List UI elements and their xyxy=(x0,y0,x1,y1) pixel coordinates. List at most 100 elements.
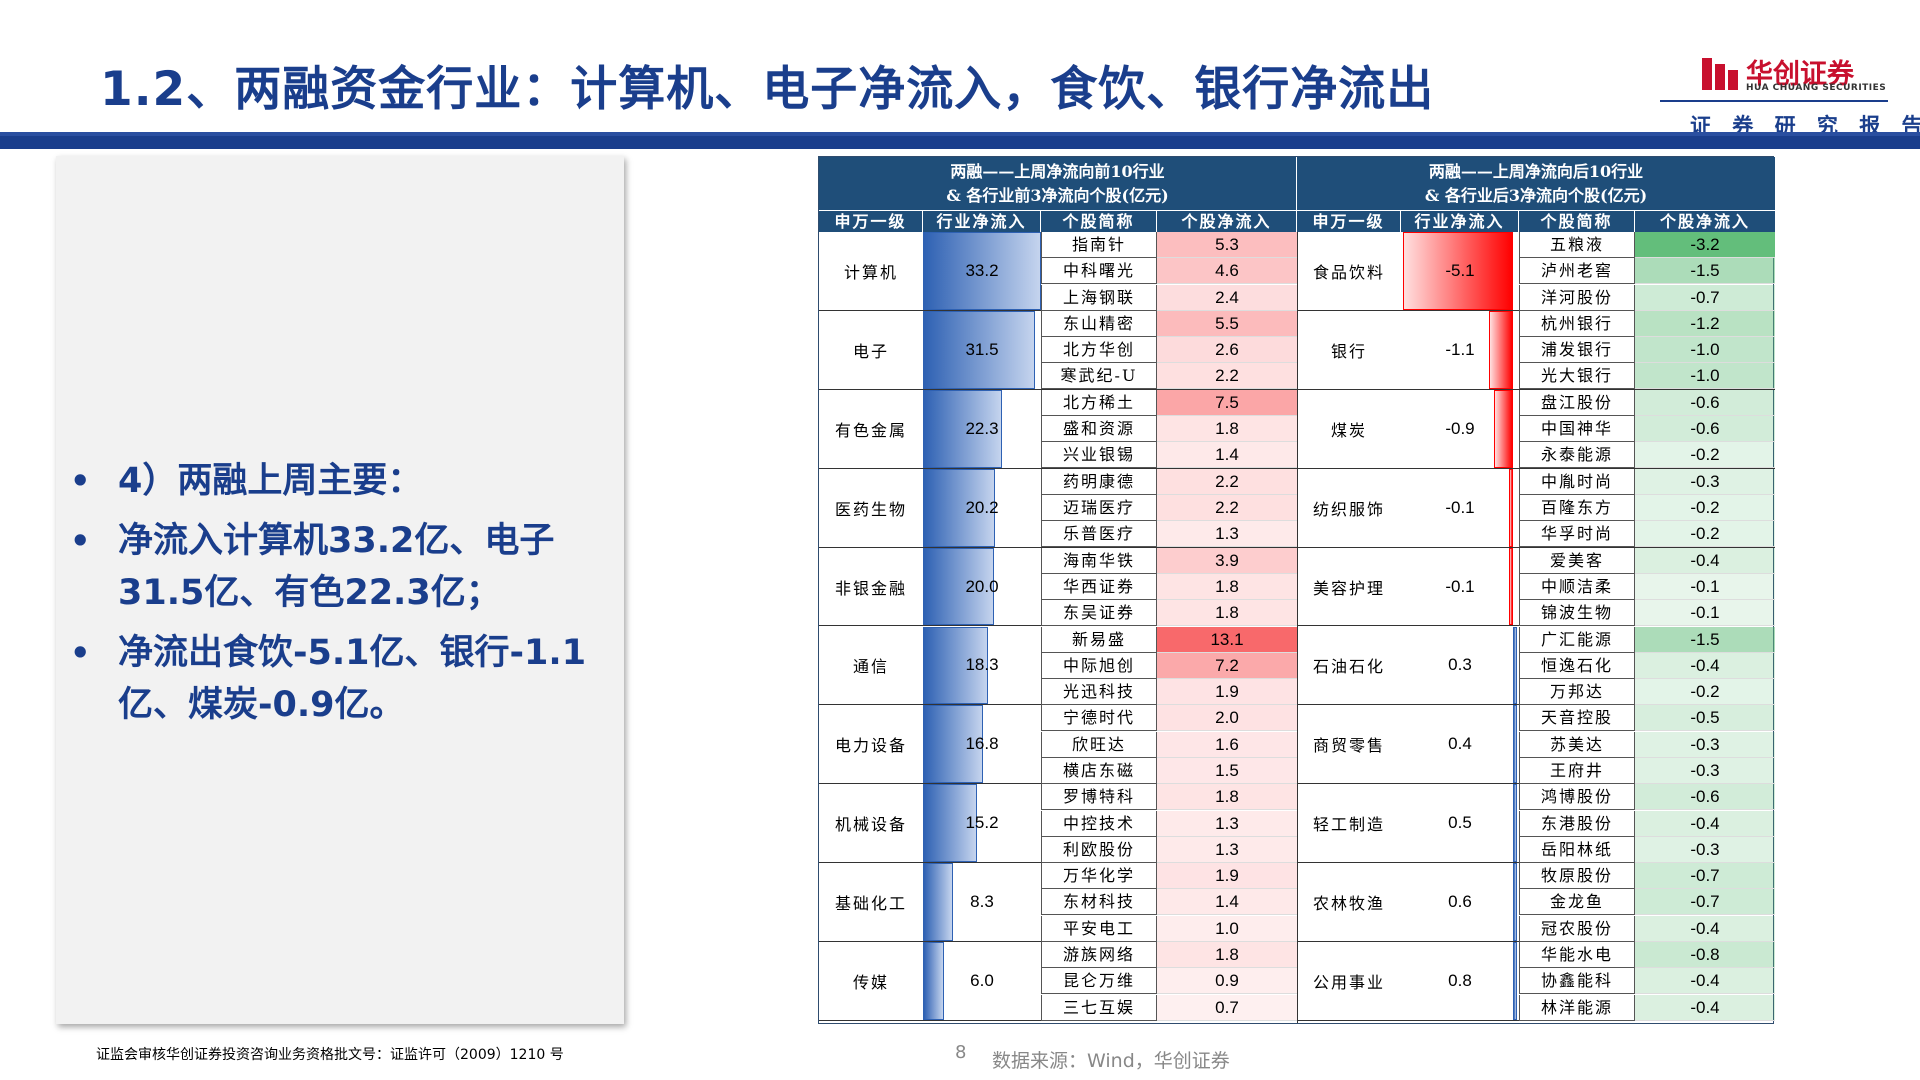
stock-name: 罗博特科 xyxy=(1041,784,1157,811)
industry-net-inflow: 15.2 xyxy=(923,784,1041,863)
stock-name: 永泰能源 xyxy=(1519,442,1635,469)
right-industry-group: 纺织服饰 -0.1 中胤时尚 -0.3 百隆东方 -0.2 华孚时尚 -0.2 xyxy=(1297,468,1775,548)
industry-net-inflow: 6.0 xyxy=(923,942,1041,1020)
stock-net-inflow: 1.5 xyxy=(1157,757,1297,784)
header-band xyxy=(0,136,1920,149)
stock-net-inflow: 1.4 xyxy=(1157,442,1297,469)
stock-row: 光迅科技 1.9 xyxy=(1041,679,1297,706)
right-title-line1: 两融——上周净流向后10行业 xyxy=(1428,162,1644,181)
left-industry-group: 传媒 6.0 游族网络 1.8 昆仑万维 0.9 三七互娱 0.7 xyxy=(819,942,1297,1021)
stock-row: 游族网络 1.8 xyxy=(1041,942,1297,969)
stock-net-inflow: 1.9 xyxy=(1157,863,1297,890)
stock-row: 宁德时代 2.0 xyxy=(1041,705,1297,732)
industry-net-inflow-value: 0.4 xyxy=(1448,734,1472,754)
stock-net-inflow: -0.3 xyxy=(1635,757,1775,784)
industry-name: 电力设备 xyxy=(834,736,907,756)
stock-row: 万华化学 1.9 xyxy=(1041,863,1297,890)
industry-name: 商贸零售 xyxy=(1312,736,1385,756)
industry-net-inflow-value: 18.3 xyxy=(965,655,999,675)
industry-net-inflow: -0.1 xyxy=(1401,468,1519,547)
stock-row: 中际旭创 7.2 xyxy=(1041,652,1297,679)
stock-row: 中胤时尚 -0.3 xyxy=(1519,468,1775,495)
stock-name: 游族网络 xyxy=(1041,942,1157,969)
col-header: 个股简称 xyxy=(1519,211,1635,232)
industry-flow-bar xyxy=(923,232,1041,310)
stock-net-inflow: 1.3 xyxy=(1157,521,1297,548)
stock-name: 中国神华 xyxy=(1519,416,1635,443)
left-industry-group: 机械设备 15.2 罗博特科 1.8 中控技术 1.3 利欧股份 1.3 xyxy=(819,784,1297,864)
stock-net-inflow: 1.3 xyxy=(1157,810,1297,837)
stock-net-inflow: -0.2 xyxy=(1635,679,1775,706)
stock-name: 岳阳林纸 xyxy=(1519,836,1635,863)
stock-net-inflow: -0.2 xyxy=(1635,494,1775,521)
stock-name: 兴业银锡 xyxy=(1041,442,1157,469)
stock-name: 中科曙光 xyxy=(1041,258,1157,285)
industry-net-inflow: 33.2 xyxy=(923,232,1041,310)
col-header: 个股净流入 xyxy=(1157,211,1297,232)
stock-row: 中国神华 -0.6 xyxy=(1519,416,1775,443)
stock-row: 横店东磁 1.5 xyxy=(1041,757,1297,784)
data-source: 数据来源：Wind，华创证券 xyxy=(992,1050,1230,1072)
stock-name: 寒武纪-U xyxy=(1041,363,1157,390)
col-header: 申万一级 xyxy=(1297,211,1401,232)
left-industry-group: 基础化工 8.3 万华化学 1.9 东材科技 1.4 平安电工 1.0 xyxy=(819,863,1297,943)
stock-name: 万邦达 xyxy=(1519,679,1635,706)
stock-row: 乐普医疗 1.3 xyxy=(1041,521,1297,548)
industry-flow-bar xyxy=(1513,626,1517,705)
stock-row: 林洋能源 -0.4 xyxy=(1519,994,1775,1021)
stock-net-inflow: -0.3 xyxy=(1635,836,1775,863)
industry-net-inflow-value: 22.3 xyxy=(965,418,999,438)
stock-row: 三七互娱 0.7 xyxy=(1041,994,1297,1021)
stock-name: 平安电工 xyxy=(1041,915,1157,942)
stock-row: 泸州老窖 -1.5 xyxy=(1519,258,1775,285)
stock-row: 洋河股份 -0.7 xyxy=(1519,284,1775,311)
industry-flow-bar xyxy=(1509,468,1513,547)
stock-net-inflow: -0.1 xyxy=(1635,600,1775,627)
industry-flow-bar xyxy=(923,468,995,547)
stock-net-inflow: -1.2 xyxy=(1635,310,1775,337)
stock-name: 东吴证券 xyxy=(1041,600,1157,627)
industry-net-inflow: -1.1 xyxy=(1401,310,1519,389)
stock-row: 欣旺达 1.6 xyxy=(1041,731,1297,758)
industry-flow-bar xyxy=(923,942,945,1020)
stock-net-inflow: -0.2 xyxy=(1635,521,1775,548)
stock-row: 协鑫能科 -0.4 xyxy=(1519,968,1775,995)
stock-row: 昆仑万维 0.9 xyxy=(1041,968,1297,995)
stock-name: 林洋能源 xyxy=(1519,994,1635,1021)
right-industry-group: 石油石化 0.3 广汇能源 -1.5 恒逸石化 -0.4 万邦达 -0.2 xyxy=(1297,626,1775,706)
stock-net-inflow: 1.4 xyxy=(1157,889,1297,916)
logo-text-en: HUA CHUANG SECURITIES xyxy=(1746,83,1887,93)
stock-net-inflow: 1.3 xyxy=(1157,836,1297,863)
industry-name: 传媒 xyxy=(852,973,889,993)
right-industry-group: 美容护理 -0.1 爱美客 -0.4 中顺洁柔 -0.1 锦波生物 -0.1 xyxy=(1297,547,1775,627)
industry-flow-bar xyxy=(1509,547,1513,626)
stock-net-inflow: 5.3 xyxy=(1157,232,1297,258)
stock-name: 东港股份 xyxy=(1519,810,1635,837)
industry-name: 机械设备 xyxy=(834,815,907,835)
stock-row: 天音控股 -0.5 xyxy=(1519,705,1775,732)
industry-net-inflow-value: 20.0 xyxy=(965,576,999,596)
industry-net-inflow-value: -0.9 xyxy=(1445,418,1475,438)
stock-name: 光大银行 xyxy=(1519,363,1635,390)
stock-name: 中际旭创 xyxy=(1041,652,1157,679)
stock-net-inflow: -0.4 xyxy=(1635,547,1775,574)
stock-net-inflow: 1.8 xyxy=(1157,573,1297,600)
stock-name: 中控技术 xyxy=(1041,810,1157,837)
industry-name: 公用事业 xyxy=(1312,973,1385,993)
stock-row: 冠农股份 -0.4 xyxy=(1519,915,1775,942)
bullet-item: 净流入计算机33.2亿、电子31.5亿、有色22.3亿； xyxy=(70,515,590,619)
stock-net-inflow: 1.0 xyxy=(1157,915,1297,942)
stock-row: 苏美达 -0.3 xyxy=(1519,731,1775,758)
stock-name: 万华化学 xyxy=(1041,863,1157,890)
stock-net-inflow: 1.9 xyxy=(1157,679,1297,706)
industry-name: 美容护理 xyxy=(1312,578,1385,598)
stock-name: 乐普医疗 xyxy=(1041,521,1157,548)
industry-net-inflow-value: 20.2 xyxy=(965,497,999,517)
industry-name: 通信 xyxy=(852,657,889,677)
stock-name: 东山精密 xyxy=(1041,310,1157,337)
industry-net-inflow-value: 31.5 xyxy=(965,339,999,359)
stock-net-inflow: 7.5 xyxy=(1157,389,1297,416)
stock-net-inflow: 2.2 xyxy=(1157,468,1297,495)
stock-row: 北方华创 2.6 xyxy=(1041,337,1297,364)
logo-divider xyxy=(1660,100,1888,102)
